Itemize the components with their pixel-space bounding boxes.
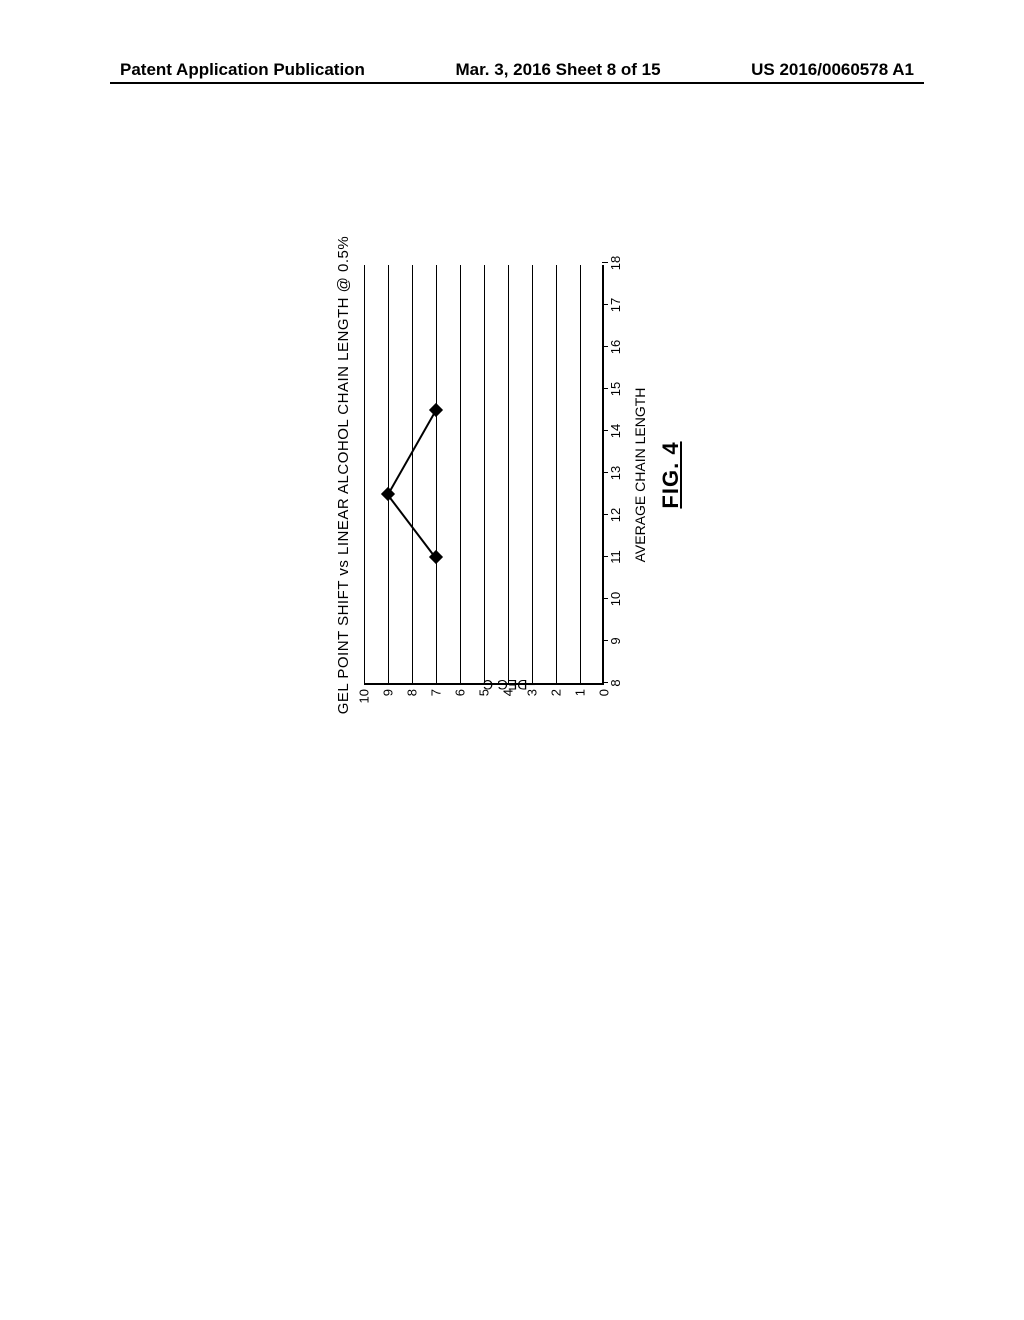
y-tick-label: 6 [453, 689, 468, 696]
y-tick-label: 9 [381, 689, 396, 696]
y-tick-label: 10 [357, 689, 372, 703]
header-center: Mar. 3, 2016 Sheet 8 of 15 [456, 60, 661, 80]
x-tick-label: 18 [608, 256, 623, 270]
gridline [508, 265, 509, 683]
x-tick-label: 15 [608, 382, 623, 396]
y-tick-label: 5 [477, 689, 492, 696]
x-tick-label: 11 [608, 550, 623, 564]
header-left: Patent Application Publication [120, 60, 365, 80]
y-tick-label: 1 [573, 689, 588, 696]
y-tick-label: 2 [549, 689, 564, 696]
gridline [412, 265, 413, 683]
gridline [388, 265, 389, 683]
header-divider [110, 82, 924, 84]
x-tick-label: 12 [608, 508, 623, 522]
x-tick-label: 10 [608, 592, 623, 606]
x-tick-label: 17 [608, 298, 623, 312]
y-tick-label: 7 [429, 689, 444, 696]
x-tick-label: 13 [608, 466, 623, 480]
x-tick-label: 14 [608, 424, 623, 438]
figure-container: GEL POINT SHIFT vs LINEAR ALCOHOL CHAIN … [335, 225, 685, 725]
x-tick-label: 9 [608, 637, 623, 644]
chart-line [364, 265, 602, 683]
x-tick-label: 8 [608, 679, 623, 686]
chart-title: GEL POINT SHIFT vs LINEAR ALCOHOL CHAIN … [335, 225, 352, 725]
y-tick-label: 4 [501, 689, 516, 696]
gridline [532, 265, 533, 683]
y-tick-label: 0 [597, 689, 612, 696]
gridline [484, 265, 485, 683]
header-right: US 2016/0060578 A1 [751, 60, 914, 80]
x-axis-label: AVERAGE CHAIN LENGTH [632, 265, 648, 685]
gridline [436, 265, 437, 683]
gridline [580, 265, 581, 683]
gridline [460, 265, 461, 683]
plot-area: −DEG C 01234567891089101112131415161718 [364, 265, 604, 685]
gridline [364, 265, 365, 683]
y-tick-label: 3 [525, 689, 540, 696]
figure-caption: FIG. 4 [658, 265, 684, 685]
gridline [556, 265, 557, 683]
x-tick-label: 16 [608, 340, 623, 354]
page-header: Patent Application Publication Mar. 3, 2… [0, 60, 1024, 80]
y-tick-label: 8 [405, 689, 420, 696]
